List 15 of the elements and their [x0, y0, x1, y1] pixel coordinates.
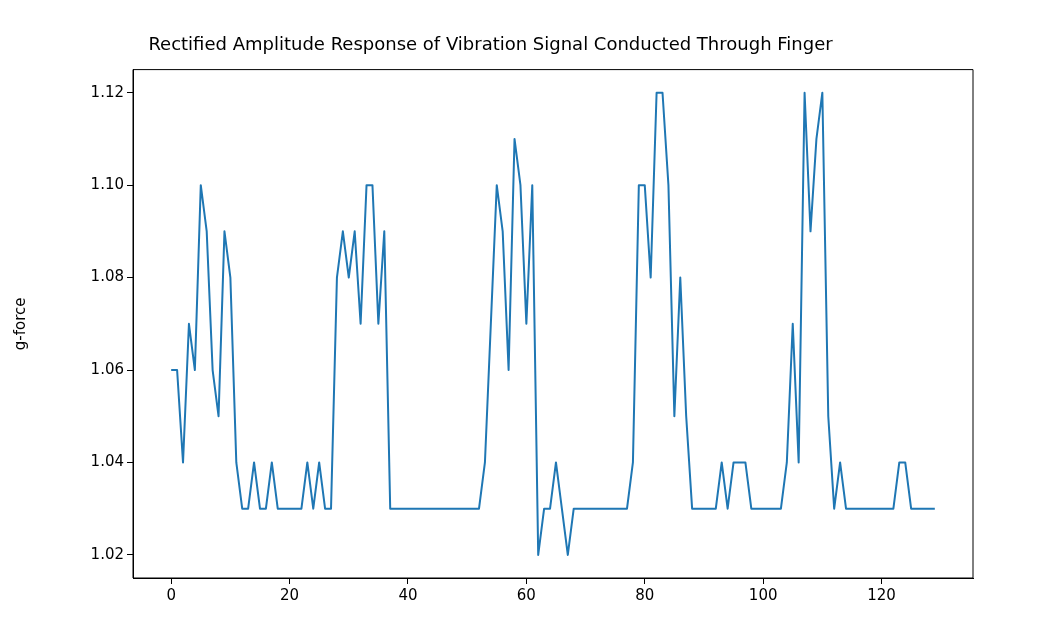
x-tick-label: 100: [748, 585, 778, 604]
y-tick-label: 1.12: [90, 82, 124, 101]
y-tick-label: 1.02: [90, 544, 124, 563]
y-tick-label: 1.10: [90, 175, 124, 194]
y-tick-label: 1.08: [90, 267, 124, 286]
x-tick-label: 20: [280, 585, 300, 604]
x-tick-label: 120: [867, 585, 896, 604]
y-axis-title: g-force: [10, 297, 29, 351]
x-tick-label: 40: [398, 585, 418, 604]
y-tick-label: 1.04: [90, 452, 124, 471]
chart-title: Rectified Amplitude Response of Vibration Signal Conducted Through Finger: [148, 33, 834, 55]
y-tick-label: 1.06: [90, 359, 124, 378]
x-tick-label: 80: [635, 585, 655, 604]
x-tick-label: 0: [166, 585, 176, 604]
x-tick-label: 60: [516, 585, 536, 604]
